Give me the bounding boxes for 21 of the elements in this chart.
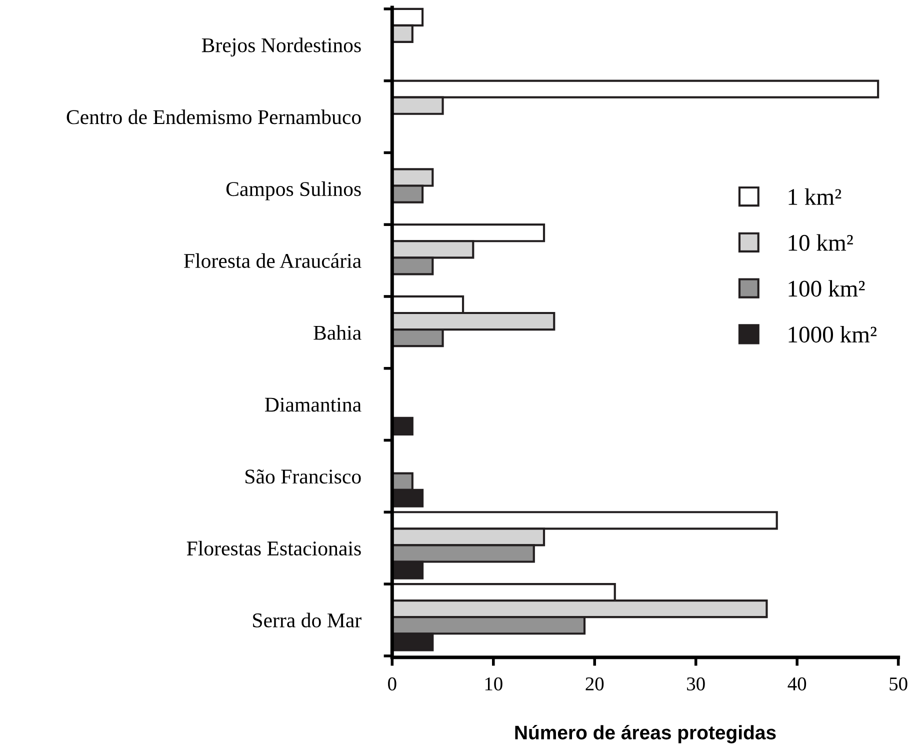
bar	[392, 416, 414, 436]
y-tick-label: Florestas Estacionais	[186, 540, 361, 556]
x-tick-label: 10	[485, 677, 502, 690]
y-tick-label: Campos Sulinos	[226, 181, 361, 200]
x-tick-label: 30	[687, 677, 705, 690]
x-tick-label: 50	[890, 677, 908, 690]
y-tick-label: São Francisco	[246, 469, 361, 484]
y-tick-label: Serra do Mar	[253, 612, 362, 628]
x-axis-title: Número de áreas protegidas	[515, 724, 776, 744]
y-tick-label: Bahia	[314, 325, 362, 340]
x-tick-label: 40	[788, 677, 806, 690]
x-tick-label: 20	[586, 677, 604, 690]
legend-label: 100 km²	[788, 280, 865, 297]
legend-label: 1000 km²	[788, 326, 877, 343]
y-tick-label: Centro de Endemismo Pernambuco	[66, 110, 361, 124]
x-tick-label: 0	[388, 677, 396, 690]
legend-label: 1 km²	[788, 188, 842, 205]
y-tick-label: Floresta de Araucária	[184, 253, 362, 268]
y-tick-label: Diamantina	[265, 398, 362, 412]
legend-label: 10 km²	[788, 234, 853, 251]
y-tick-label: Brejos Nordestinos	[202, 38, 361, 57]
